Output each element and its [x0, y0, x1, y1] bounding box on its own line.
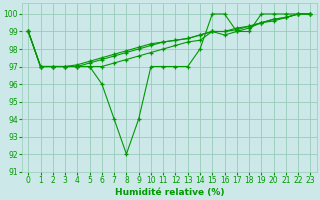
X-axis label: Humidité relative (%): Humidité relative (%) — [115, 188, 224, 197]
